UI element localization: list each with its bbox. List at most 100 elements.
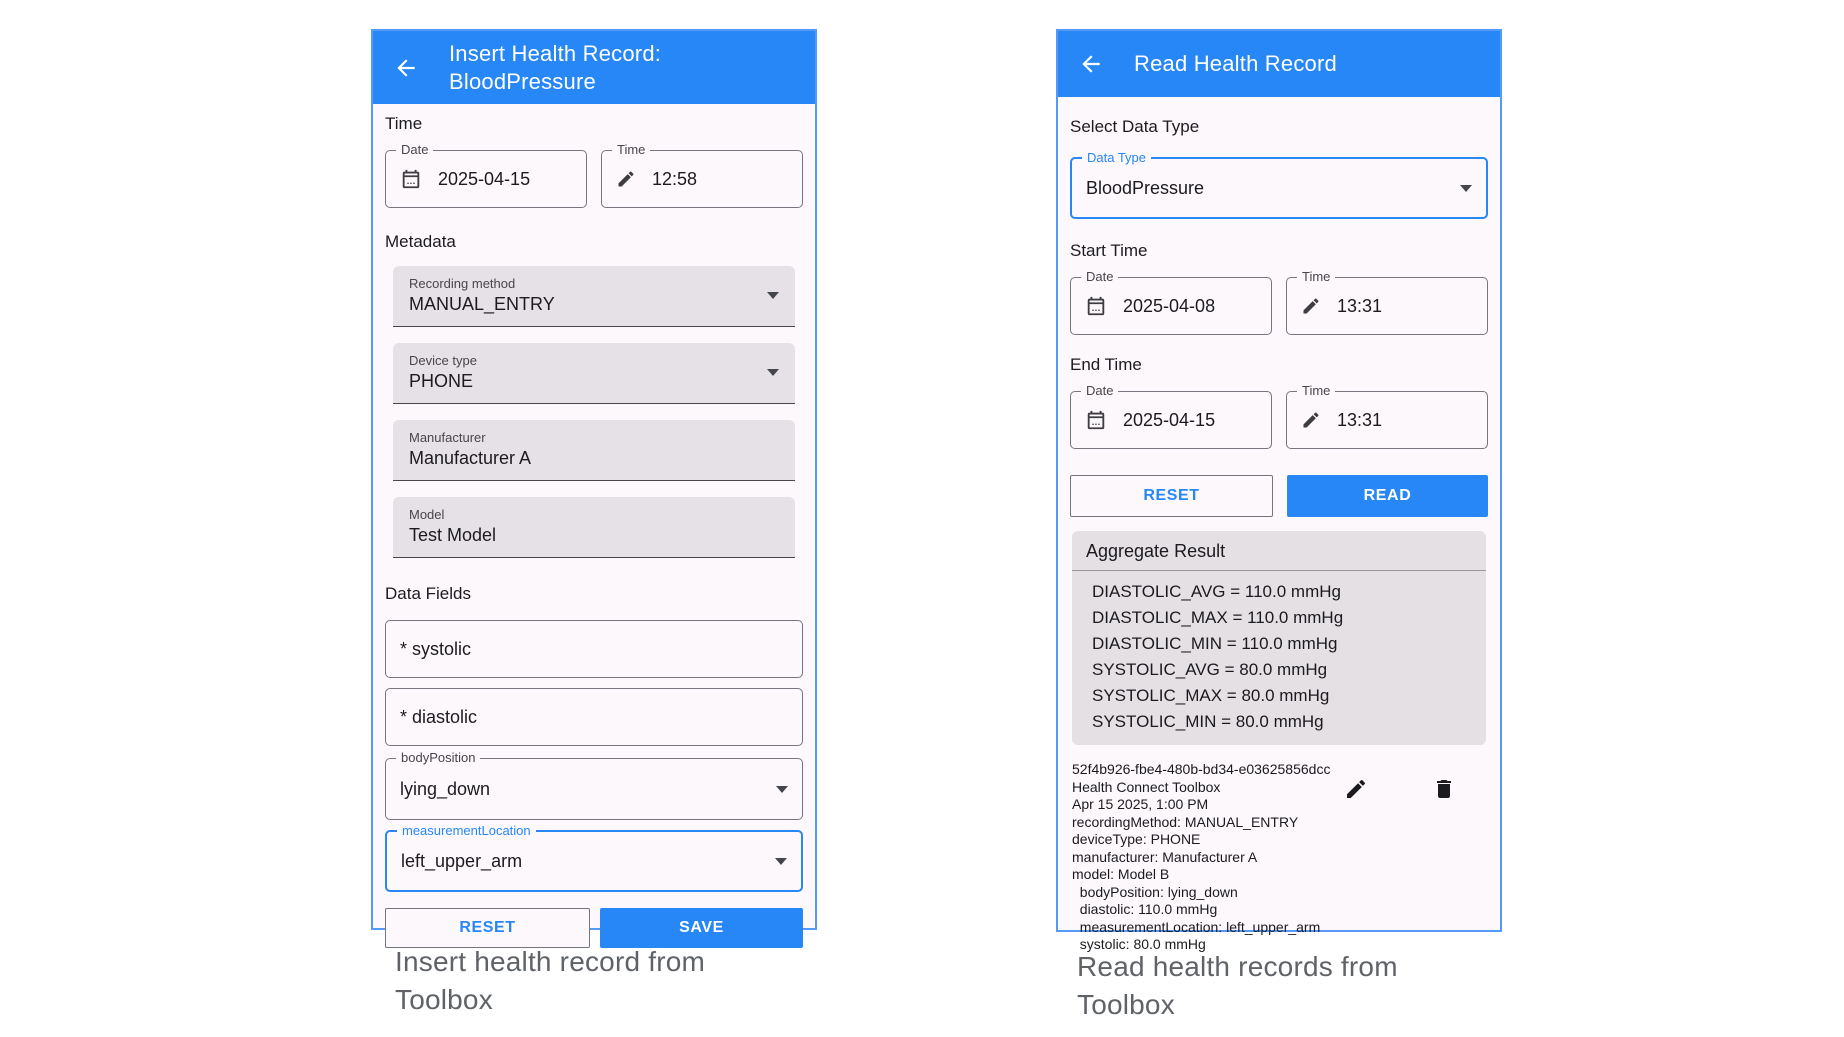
record-actions (1342, 761, 1486, 954)
model-label: Model (409, 507, 445, 522)
start-date-field[interactable]: Date 2025-04-08 (1070, 269, 1272, 335)
date-field-label: Date (1081, 383, 1119, 399)
recording-method-label: Recording method (409, 276, 516, 291)
diastolic-placeholder: * diastolic (400, 706, 478, 727)
time-field-label: Time (1297, 383, 1336, 399)
device-type-dropdown[interactable]: Device type PHONE (393, 343, 795, 404)
record-line: diastolic: 110.0 mmHg (1072, 901, 1218, 917)
date-field-label: Date (396, 142, 434, 158)
delete-record-icon[interactable] (1430, 775, 1458, 803)
dropdown-caret-icon (1460, 184, 1472, 192)
record-detail-lines: 52f4b926-fbe4-480b-bd34-e03625856dcc Hea… (1072, 761, 1342, 954)
end-time-value: 13:31 (1337, 409, 1383, 430)
section-label-time: Time (385, 114, 423, 133)
calendar-icon (1085, 295, 1107, 317)
record-line: manufacturer: Manufacturer A (1072, 848, 1258, 865)
reset-button[interactable]: RESET (1070, 475, 1273, 517)
insert-title: Insert Health Record: BloodPressure (449, 40, 662, 94)
record-line: 52f4b926-fbe4-480b-bd34-e03625856dcc (1072, 761, 1331, 777)
measurement-location-label: measurementLocation (397, 823, 536, 839)
device-type-label: Device type (409, 353, 477, 368)
record-line: systolic: 80.0 mmHg (1072, 936, 1206, 952)
aggregate-row: SYSTOLIC_MAX = 80.0 mmHg (1092, 686, 1330, 705)
back-arrow-icon[interactable] (391, 53, 421, 83)
dropdown-caret-icon (767, 292, 779, 299)
start-time-value: 13:31 (1337, 295, 1383, 316)
start-time-heading: Start Time (1070, 241, 1148, 260)
select-data-type-label: Select Data Type (1070, 117, 1200, 136)
dropdown-caret-icon (775, 857, 787, 865)
record-line: Apr 15 2025, 1:00 PM (1072, 796, 1209, 812)
edit-record-icon[interactable] (1342, 775, 1370, 803)
aggregate-row: SYSTOLIC_MIN = 80.0 mmHg (1092, 712, 1324, 731)
reset-button[interactable]: RESET (385, 908, 590, 948)
insert-appbar: Insert Health Record: BloodPressure (373, 31, 815, 104)
model-field[interactable]: Model Test Model (393, 497, 795, 558)
aggregate-row: SYSTOLIC_AVG = 80.0 mmHg (1092, 660, 1328, 679)
insert-time-row: Date 2025-04-15 Time 12:58 (385, 142, 803, 208)
manufacturer-value: Manufacturer A (409, 448, 532, 468)
body-position-value: lying_down (400, 778, 491, 799)
start-time-row: Date 2025-04-08 Time 13:31 (1070, 269, 1488, 335)
aggregate-row: DIASTOLIC_AVG = 110.0 mmHg (1092, 582, 1341, 601)
record-result-item: 52f4b926-fbe4-480b-bd34-e03625856dcc Hea… (1070, 761, 1488, 954)
end-time-heading: End Time (1070, 355, 1142, 374)
insert-health-record-screen: Insert Health Record: BloodPressure Time… (371, 29, 817, 948)
end-date-field[interactable]: Date 2025-04-15 (1070, 383, 1272, 449)
recording-method-dropdown[interactable]: Recording method MANUAL_ENTRY (393, 266, 795, 327)
pencil-icon (1301, 296, 1321, 316)
read-button-row: RESET READ (1070, 475, 1488, 517)
read-body: Select Data Type Data Type BloodPressure… (1058, 97, 1500, 966)
insert-time-field[interactable]: Time 12:58 (601, 142, 803, 208)
read-title: Read Health Record (1134, 51, 1337, 76)
time-field-value: 12:58 (652, 168, 698, 189)
insert-button-row: RESET SAVE (385, 908, 803, 948)
section-label-data-fields: Data Fields (385, 584, 471, 603)
data-type-dropdown[interactable]: Data Type BloodPressure (1070, 150, 1488, 219)
read-button[interactable]: READ (1287, 475, 1488, 517)
manufacturer-field[interactable]: Manufacturer Manufacturer A (393, 420, 795, 481)
date-field-label: Date (1081, 269, 1119, 285)
read-health-record-screen: Read Health Record Select Data Type Data… (1056, 29, 1502, 952)
read-caption: Read health records from Toolbox (1077, 951, 1398, 1020)
aggregate-result-card: Aggregate Result DIASTOLIC_AVG = 110.0 m… (1072, 531, 1486, 745)
start-date-value: 2025-04-08 (1123, 295, 1216, 316)
aggregate-row: DIASTOLIC_MAX = 110.0 mmHg (1092, 608, 1344, 627)
aggregate-result-rows: DIASTOLIC_AVG = 110.0 mmHg DIASTOLIC_MAX… (1072, 571, 1486, 735)
dropdown-caret-icon (776, 785, 788, 793)
systolic-input[interactable]: * systolic (385, 620, 803, 678)
start-time-field[interactable]: Time 13:31 (1286, 269, 1488, 335)
aggregate-row: DIASTOLIC_MIN = 110.0 mmHg (1092, 634, 1338, 653)
read-appbar: Read Health Record (1058, 31, 1500, 97)
device-type-value: PHONE (409, 371, 474, 391)
insert-date-field[interactable]: Date 2025-04-15 (385, 142, 587, 208)
measurement-location-dropdown[interactable]: measurementLocation left_upper_arm (385, 823, 803, 892)
back-arrow-icon[interactable] (1076, 49, 1106, 79)
diastolic-input[interactable]: * diastolic (385, 688, 803, 746)
end-time-row: Date 2025-04-15 Time 13:31 (1070, 383, 1488, 449)
end-time-field[interactable]: Time 13:31 (1286, 383, 1488, 449)
body-position-dropdown[interactable]: bodyPosition lying_down (385, 750, 803, 820)
calendar-icon (400, 168, 422, 190)
calendar-icon (1085, 409, 1107, 431)
model-value: Test Model (409, 525, 497, 545)
insert-caption: Insert health record from Toolbox (395, 946, 706, 1015)
pencil-icon (616, 169, 636, 189)
manufacturer-label: Manufacturer (409, 430, 486, 445)
systolic-placeholder: * systolic (400, 638, 472, 659)
data-type-label: Data Type (1082, 150, 1152, 166)
body-position-label: bodyPosition (396, 750, 481, 766)
record-line: deviceType: PHONE (1072, 831, 1201, 847)
record-line: recordingMethod: MANUAL_ENTRY (1072, 813, 1299, 830)
aggregate-result-title: Aggregate Result (1072, 539, 1486, 571)
end-date-value: 2025-04-15 (1123, 409, 1216, 430)
save-button[interactable]: SAVE (600, 908, 803, 948)
section-label-metadata: Metadata (385, 232, 456, 251)
record-line: bodyPosition: lying_down (1072, 883, 1238, 900)
pencil-icon (1301, 410, 1321, 430)
time-field-label: Time (1297, 269, 1336, 285)
record-line: Health Connect Toolbox (1072, 778, 1221, 795)
measurement-location-value: left_upper_arm (401, 850, 523, 871)
recording-method-value: MANUAL_ENTRY (409, 294, 555, 314)
